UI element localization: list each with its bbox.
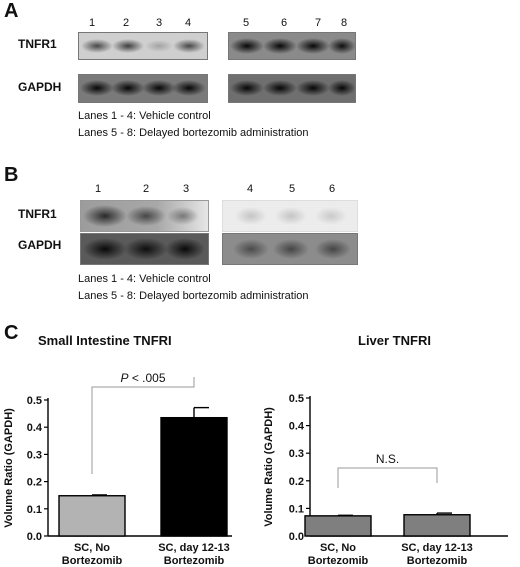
- lane-number: 6: [328, 183, 336, 195]
- y-tick-label: 0.4: [27, 422, 43, 434]
- x-tick-label: SC, No: [320, 542, 356, 554]
- row-label-tnfr1: TNFR1: [18, 207, 57, 221]
- y-tick-label: 0.2: [27, 477, 42, 489]
- y-tick-label: 0.3: [27, 449, 42, 461]
- y-tick-label: 0.1: [27, 504, 42, 516]
- row-label-gapdh: GAPDH: [18, 80, 62, 94]
- lane-number: 1: [94, 183, 102, 195]
- x-tick-label: Bortezomib: [407, 555, 468, 567]
- bar: [58, 495, 126, 537]
- lane-number: 8: [340, 17, 348, 29]
- lane-number: 2: [122, 17, 130, 29]
- lane-number: 7: [314, 17, 322, 29]
- lane-number: 4: [184, 17, 192, 29]
- bar: [304, 515, 372, 537]
- lane-number: 1: [88, 17, 96, 29]
- lane-number: 5: [288, 183, 296, 195]
- y-axis-label: Volume Ratio (GAPDH): [263, 407, 275, 527]
- blot-gapdh-bortezomib: [222, 233, 358, 265]
- blot-tnfr1-vehicle: [78, 32, 208, 60]
- y-tick-label: 0.5: [27, 395, 42, 407]
- x-tick-label: Bortezomib: [308, 555, 369, 567]
- chart-title-intestine: Small Intestine TNFRI: [38, 333, 172, 348]
- y-tick-label: 0.4: [289, 421, 305, 433]
- lane-number: 3: [182, 183, 190, 195]
- lane-number: 4: [246, 183, 254, 195]
- blot-gapdh-vehicle: [78, 74, 208, 103]
- row-label-tnfr1: TNFR1: [18, 37, 57, 51]
- significance-label: P < .005: [120, 371, 165, 385]
- blot-gapdh-vehicle: [80, 233, 209, 265]
- y-tick-label: 0.5: [289, 393, 304, 405]
- x-tick-label: Bortezomib: [164, 555, 225, 567]
- legend-line: Lanes 1 - 4: Vehicle control: [78, 110, 211, 122]
- x-tick-label: SC, day 12-13: [158, 542, 230, 554]
- x-tick-label: SC, No: [74, 542, 110, 554]
- chart-small-intestine: 0.0 0.1 0.2 0.3 0.4 0.5 Volume Ratio (GAPDH) SC…: [3, 371, 232, 567]
- panel-c-letter: C: [4, 322, 19, 344]
- y-tick-label: 0.2: [289, 476, 304, 488]
- bar: [160, 416, 228, 537]
- blot-tnfr1-vehicle: [80, 200, 209, 232]
- x-tick-label: SC, day 12-13: [401, 542, 473, 554]
- lane-number: 6: [280, 17, 288, 29]
- lane-number: 3: [155, 17, 163, 29]
- legend-line: Lanes 5 - 8: Delayed bortezomib administ…: [78, 290, 309, 302]
- legend-line: Lanes 1 - 4: Vehicle control: [78, 273, 211, 285]
- y-axis-label: Volume Ratio (GAPDH): [3, 408, 15, 528]
- chart-title-liver: Liver TNFRI: [358, 333, 431, 348]
- significance-bracket: [91, 377, 195, 474]
- x-tick-label: Bortezomib: [62, 555, 123, 567]
- significance-label: N.S.: [376, 452, 399, 466]
- lane-number: 5: [242, 17, 250, 29]
- significance-bracket: [337, 467, 438, 488]
- bar: [403, 514, 471, 537]
- y-tick-label: 0.0: [27, 531, 42, 543]
- y-tick-label: 0.0: [289, 531, 304, 543]
- panel-a-letter: A: [4, 0, 19, 22]
- blot-gapdh-bortezomib: [228, 74, 356, 103]
- panel-b-letter: B: [4, 164, 19, 186]
- legend-line: Lanes 5 - 8: Delayed bortezomib administ…: [78, 127, 309, 139]
- row-label-gapdh: GAPDH: [18, 238, 62, 252]
- blot-tnfr1-bortezomib: [222, 200, 358, 232]
- lane-number: 2: [142, 183, 150, 195]
- blot-tnfr1-bortezomib: [228, 32, 356, 60]
- chart-liver: 0.0 0.1 0.2 0.3 0.4 0.5 Volume Ratio (GAPDH) SC…: [263, 393, 508, 567]
- y-tick-label: 0.1: [289, 503, 304, 515]
- y-tick-label: 0.3: [289, 448, 304, 460]
